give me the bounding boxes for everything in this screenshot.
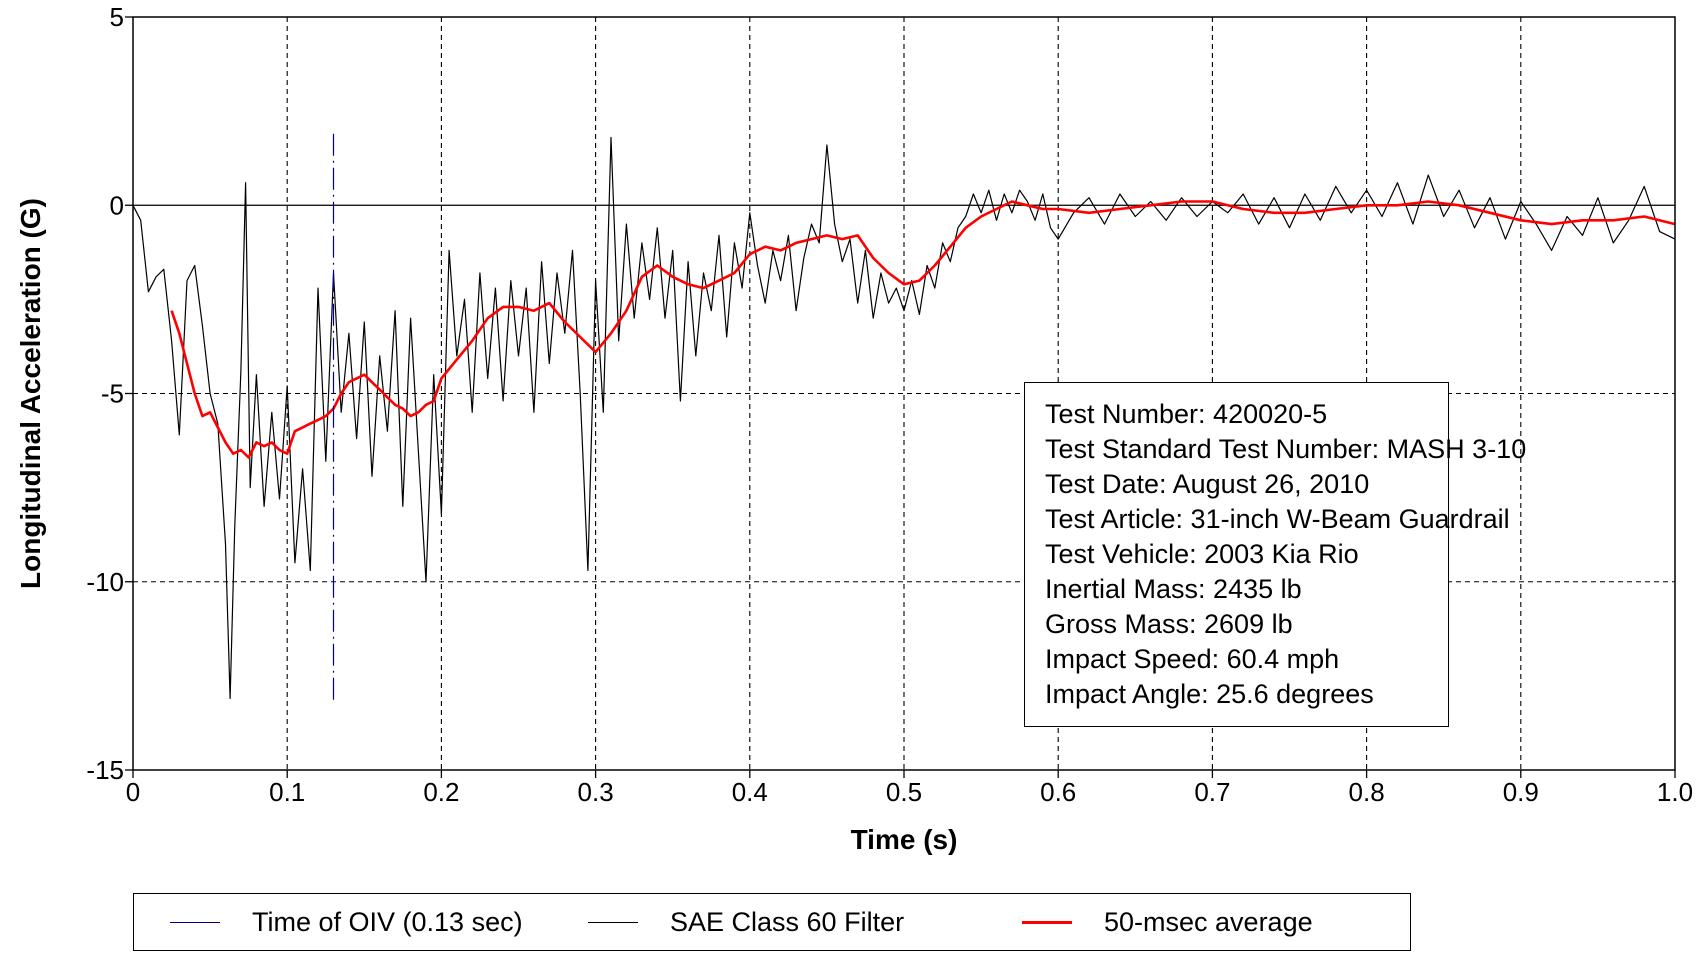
legend-swatch-sae xyxy=(588,921,638,923)
series-layer xyxy=(132,133,1676,703)
legend: Time of OIV (0.13 sec) SAE Class 60 Filt… xyxy=(133,893,1411,951)
x-tick-label: 0.3 xyxy=(578,777,614,807)
legend-item-sae: SAE Class 60 Filter xyxy=(588,894,904,950)
test-standard: Test Standard Test Number: MASH 3-10 xyxy=(1045,434,1527,464)
test-article: Test Article: 31-inch W-Beam Guardrail xyxy=(1045,504,1510,534)
y-axis-title: Longitudinal Acceleration (G) xyxy=(15,198,46,589)
x-tick-label: 0 xyxy=(126,777,140,807)
test-number: Test Number: 420020-5 xyxy=(1045,399,1328,429)
x-tick-label: 0.5 xyxy=(886,777,922,807)
legend-item-oiv: Time of OIV (0.13 sec) xyxy=(170,894,523,950)
legend-item-average: 50-msec average xyxy=(1022,894,1313,950)
impact-angle: Impact Angle: 25.6 degrees xyxy=(1045,679,1374,709)
x-tick-label: 0.2 xyxy=(423,777,459,807)
x-tick-label: 1.0 xyxy=(1657,777,1693,807)
x-tick-label: 0.1 xyxy=(269,777,305,807)
x-tick-label: 0.7 xyxy=(1194,777,1230,807)
legend-label-average: 50-msec average xyxy=(1104,906,1313,937)
x-tick-label: 0.9 xyxy=(1503,777,1539,807)
legend-label-sae: SAE Class 60 Filter xyxy=(670,906,905,937)
tick-labels: 0 0.1 0.2 0.3 0.4 0.5 0.6 0.7 0.8 0.9 1.0 5 0 -5 -10 -1… xyxy=(86,2,1693,807)
x-tick-label: 0.8 xyxy=(1349,777,1385,807)
inertial-mass: Inertial Mass: 2435 lb xyxy=(1045,574,1302,604)
x-axis-title: Time (s) xyxy=(851,824,958,855)
test-vehicle: Test Vehicle: 2003 Kia Rio xyxy=(1045,539,1359,569)
y-tick-label: 5 xyxy=(110,2,124,32)
moving-average-line xyxy=(170,200,1676,459)
impact-speed: Impact Speed: 60.4 mph xyxy=(1045,644,1340,674)
y-tick-label: -10 xyxy=(86,567,124,597)
sae-class-60-line xyxy=(132,136,1676,700)
gross-mass: Gross Mass: 2609 lb xyxy=(1045,609,1293,639)
test-date: Test Date: August 26, 2010 xyxy=(1045,469,1370,499)
x-tick-label: 0.6 xyxy=(1040,777,1076,807)
y-tick-label: -5 xyxy=(101,379,124,409)
y-tick-label: -15 xyxy=(86,755,124,785)
test-info-box: Test Number: 420020-5 Test Standard Test… xyxy=(1024,382,1527,727)
legend-swatch-average xyxy=(1022,920,1072,924)
x-tick-label: 0.4 xyxy=(732,777,768,807)
legend-label-oiv: Time of OIV (0.13 sec) xyxy=(252,906,523,937)
y-tick-label: 0 xyxy=(110,190,124,220)
legend-swatch-oiv xyxy=(170,921,220,923)
